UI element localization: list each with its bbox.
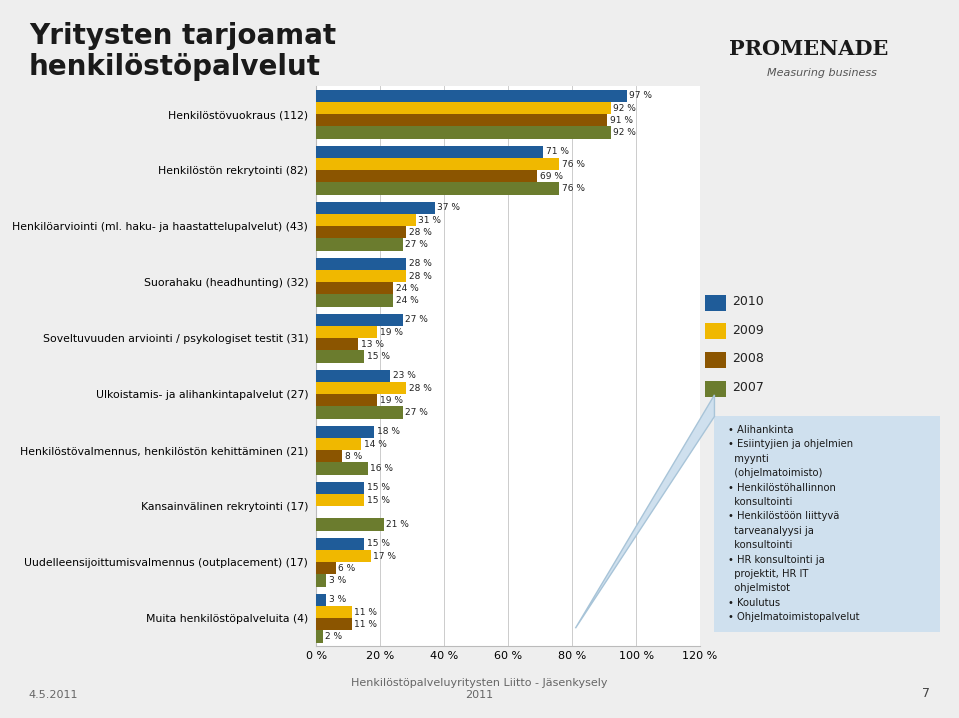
Text: 19 %: 19 % bbox=[380, 396, 403, 405]
Bar bbox=[316, 294, 393, 307]
Bar bbox=[316, 574, 326, 587]
Bar bbox=[316, 450, 342, 462]
Text: Henkilöstöpalveluyritysten Liitto - Jäsenkysely
2011: Henkilöstöpalveluyritysten Liitto - Jäse… bbox=[351, 679, 608, 700]
Text: 17 %: 17 % bbox=[373, 551, 396, 561]
Text: 2 %: 2 % bbox=[325, 632, 342, 641]
Bar bbox=[316, 494, 364, 506]
Text: 24 %: 24 % bbox=[396, 284, 418, 293]
Bar bbox=[316, 126, 611, 139]
Bar bbox=[316, 550, 371, 562]
Bar bbox=[705, 381, 726, 397]
Text: 37 %: 37 % bbox=[437, 203, 460, 213]
Bar bbox=[316, 394, 377, 406]
Text: 15 %: 15 % bbox=[367, 483, 390, 493]
Polygon shape bbox=[575, 395, 714, 628]
Bar bbox=[316, 258, 406, 270]
Text: 71 %: 71 % bbox=[546, 147, 569, 157]
Bar bbox=[316, 382, 406, 394]
FancyBboxPatch shape bbox=[708, 410, 947, 638]
Text: 21 %: 21 % bbox=[386, 520, 409, 529]
Bar bbox=[705, 294, 726, 311]
Text: 18 %: 18 % bbox=[377, 427, 400, 437]
Bar bbox=[316, 338, 358, 350]
Bar bbox=[316, 594, 326, 606]
Bar bbox=[316, 562, 336, 574]
Bar bbox=[316, 438, 362, 450]
Bar bbox=[316, 270, 406, 282]
Text: 92 %: 92 % bbox=[613, 103, 636, 113]
Text: 16 %: 16 % bbox=[370, 464, 393, 473]
Text: 69 %: 69 % bbox=[540, 172, 563, 181]
Bar bbox=[316, 114, 607, 126]
Bar bbox=[316, 482, 364, 494]
Text: 7: 7 bbox=[923, 687, 930, 700]
Bar bbox=[316, 182, 559, 195]
Text: 76 %: 76 % bbox=[562, 184, 585, 193]
Bar bbox=[316, 406, 403, 419]
Bar bbox=[316, 170, 537, 182]
Bar bbox=[705, 323, 726, 340]
Bar bbox=[316, 606, 352, 618]
Bar bbox=[316, 158, 559, 170]
Bar bbox=[316, 102, 611, 114]
Bar bbox=[316, 518, 384, 531]
Text: 76 %: 76 % bbox=[562, 159, 585, 169]
Text: 27 %: 27 % bbox=[406, 240, 429, 249]
Text: Yritysten tarjoamat
henkilöstöpalvelut: Yritysten tarjoamat henkilöstöpalvelut bbox=[29, 22, 336, 81]
Text: • Alihankinta
• Esiintyjien ja ohjelmien
  myynti
  (ohjelmatoimisto)
• Henkilös: • Alihankinta • Esiintyjien ja ohjelmien… bbox=[728, 425, 859, 623]
Text: 27 %: 27 % bbox=[406, 408, 429, 417]
Text: 14 %: 14 % bbox=[363, 439, 386, 449]
Bar bbox=[316, 314, 403, 326]
Text: 28 %: 28 % bbox=[409, 228, 432, 237]
Text: 97 %: 97 % bbox=[629, 91, 652, 101]
Text: PROMENADE: PROMENADE bbox=[729, 39, 888, 60]
Text: 6 %: 6 % bbox=[339, 564, 356, 573]
Bar bbox=[316, 202, 434, 214]
Bar bbox=[316, 214, 415, 226]
Text: 4.5.2011: 4.5.2011 bbox=[29, 690, 79, 700]
Text: 28 %: 28 % bbox=[409, 383, 432, 393]
Bar bbox=[316, 350, 364, 363]
Bar bbox=[316, 370, 390, 382]
Text: 2010: 2010 bbox=[732, 295, 763, 308]
Bar bbox=[316, 426, 374, 438]
Text: 23 %: 23 % bbox=[392, 371, 415, 381]
Text: 3 %: 3 % bbox=[329, 576, 346, 585]
Text: 8 %: 8 % bbox=[344, 452, 362, 461]
Bar bbox=[316, 238, 403, 251]
Bar bbox=[316, 618, 352, 630]
Text: Measuring business: Measuring business bbox=[767, 68, 877, 78]
Bar bbox=[316, 226, 406, 238]
Text: 24 %: 24 % bbox=[396, 296, 418, 305]
Text: 31 %: 31 % bbox=[418, 215, 441, 225]
Bar bbox=[316, 630, 323, 643]
Text: 92 %: 92 % bbox=[613, 128, 636, 137]
Bar bbox=[316, 90, 626, 102]
Text: 91 %: 91 % bbox=[610, 116, 633, 125]
Text: 13 %: 13 % bbox=[361, 340, 384, 349]
Bar bbox=[316, 146, 544, 158]
Text: 19 %: 19 % bbox=[380, 327, 403, 337]
Text: 28 %: 28 % bbox=[409, 271, 432, 281]
Text: 3 %: 3 % bbox=[329, 595, 346, 605]
Text: 28 %: 28 % bbox=[409, 259, 432, 269]
Text: 15 %: 15 % bbox=[367, 495, 390, 505]
Bar bbox=[316, 326, 377, 338]
Text: 15 %: 15 % bbox=[367, 539, 390, 549]
Text: 15 %: 15 % bbox=[367, 352, 390, 361]
Text: 2009: 2009 bbox=[732, 324, 763, 337]
Text: 2008: 2008 bbox=[732, 353, 763, 365]
Bar bbox=[316, 538, 364, 550]
Bar bbox=[316, 462, 367, 475]
Text: 27 %: 27 % bbox=[406, 315, 429, 325]
Text: 2007: 2007 bbox=[732, 381, 763, 394]
Bar bbox=[705, 352, 726, 368]
Bar bbox=[316, 282, 393, 294]
Text: 11 %: 11 % bbox=[354, 607, 377, 617]
Text: 11 %: 11 % bbox=[354, 620, 377, 629]
